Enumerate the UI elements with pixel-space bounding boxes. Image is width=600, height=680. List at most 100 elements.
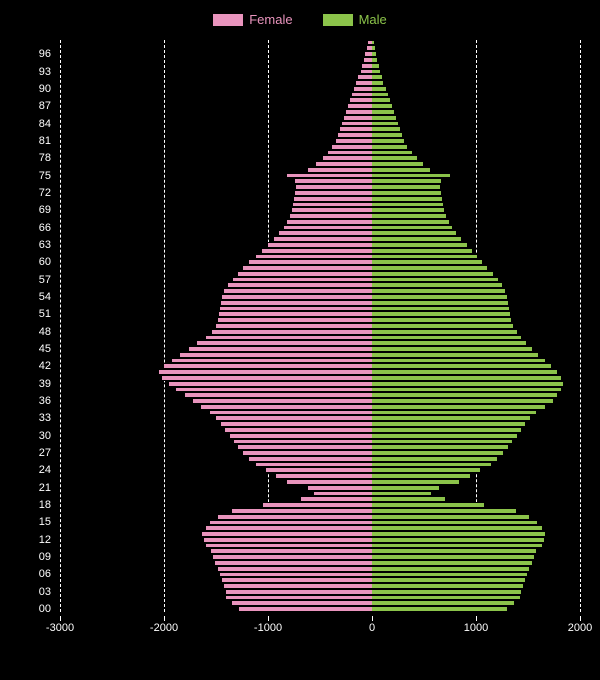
bar-female: [249, 259, 372, 265]
bar-row: [60, 230, 580, 236]
bar-male: [372, 346, 532, 352]
bar-row: [60, 311, 580, 317]
bar-female: [314, 491, 372, 497]
bar-row: [60, 363, 580, 369]
bar-row: [60, 57, 580, 63]
bar-female: [193, 398, 372, 404]
bar-female: [249, 456, 372, 462]
bar-female: [220, 572, 372, 578]
bar-male: [372, 548, 536, 554]
bar-male: [372, 115, 396, 121]
y-axis-labels: 0003060912151821242730333639424548515457…: [0, 40, 55, 612]
bar-row: [60, 473, 580, 479]
bar-male: [372, 225, 452, 231]
bar-female: [364, 57, 372, 63]
bar-female: [169, 381, 372, 387]
bar-female: [185, 392, 372, 398]
bar-female: [256, 462, 372, 468]
bar-male: [372, 121, 398, 127]
bar-row: [60, 184, 580, 190]
bar-row: [60, 583, 580, 589]
bar-male: [372, 230, 456, 236]
bar-row: [60, 219, 580, 225]
bar-male: [372, 86, 386, 92]
bar-row: [60, 572, 580, 578]
bar-row: [60, 508, 580, 514]
bar-row: [60, 369, 580, 375]
bar-female: [352, 92, 372, 98]
x-tick-label: 0: [369, 622, 375, 634]
bar-row: [60, 427, 580, 433]
bar-row: [60, 173, 580, 179]
bar-row: [60, 294, 580, 300]
bar-row: [60, 225, 580, 231]
bar-female: [211, 548, 372, 554]
bar-row: [60, 496, 580, 502]
bar-male: [372, 144, 407, 150]
bar-male: [372, 202, 443, 208]
bar-male: [372, 491, 431, 497]
bar-male: [372, 103, 392, 109]
bar-male: [372, 300, 508, 306]
bar-female: [225, 427, 372, 433]
bar-male: [372, 479, 459, 485]
bar-male: [372, 335, 521, 341]
bar-row: [60, 288, 580, 294]
bar-male: [372, 520, 537, 526]
bar-row: [60, 207, 580, 213]
x-tick-label: -3000: [46, 622, 74, 634]
bar-female: [292, 207, 372, 213]
bar-female: [206, 335, 372, 341]
bar-male: [372, 63, 379, 69]
legend-item-female: Female: [213, 12, 292, 27]
bar-male: [372, 265, 487, 271]
bar-female: [301, 496, 372, 502]
bar-male: [372, 392, 557, 398]
y-tick-label: 90: [39, 83, 51, 95]
bar-female: [243, 450, 372, 456]
bar-female: [212, 329, 372, 335]
bar-female: [293, 202, 372, 208]
bar-female: [308, 167, 372, 173]
bar-male: [372, 398, 553, 404]
bar-row: [60, 236, 580, 242]
bar-male: [372, 45, 375, 51]
bar-row: [60, 92, 580, 98]
bars-container: [60, 40, 580, 612]
bar-row: [60, 450, 580, 456]
bar-row: [60, 265, 580, 271]
bar-row: [60, 115, 580, 121]
bar-male: [372, 531, 545, 537]
bar-row: [60, 577, 580, 583]
bar-row: [60, 74, 580, 80]
bar-row: [60, 213, 580, 219]
bar-male: [372, 97, 390, 103]
bar-female: [232, 600, 372, 606]
legend-label-male: Male: [359, 12, 387, 27]
x-tick-label: 2000: [568, 622, 592, 634]
bar-female: [220, 306, 372, 312]
bar-female: [362, 63, 372, 69]
bar-female: [230, 433, 372, 439]
bar-female: [296, 184, 372, 190]
bar-male: [372, 259, 482, 265]
bar-male: [372, 514, 529, 520]
bar-female: [221, 300, 372, 306]
bar-female: [210, 520, 372, 526]
y-tick-label: 63: [39, 239, 51, 251]
bar-row: [60, 525, 580, 531]
plot: -3000-2000-1000010002000: [60, 40, 580, 640]
y-tick-label: 33: [39, 412, 51, 424]
bar-row: [60, 537, 580, 543]
bar-male: [372, 254, 477, 260]
bar-female: [346, 109, 372, 115]
bar-female: [356, 80, 372, 86]
bar-row: [60, 138, 580, 144]
y-tick-label: 45: [39, 343, 51, 355]
legend-item-male: Male: [323, 12, 387, 27]
bar-male: [372, 51, 376, 57]
bar-row: [60, 606, 580, 612]
bar-male: [372, 415, 530, 421]
bar-female: [287, 173, 372, 179]
bar-female: [332, 144, 372, 150]
